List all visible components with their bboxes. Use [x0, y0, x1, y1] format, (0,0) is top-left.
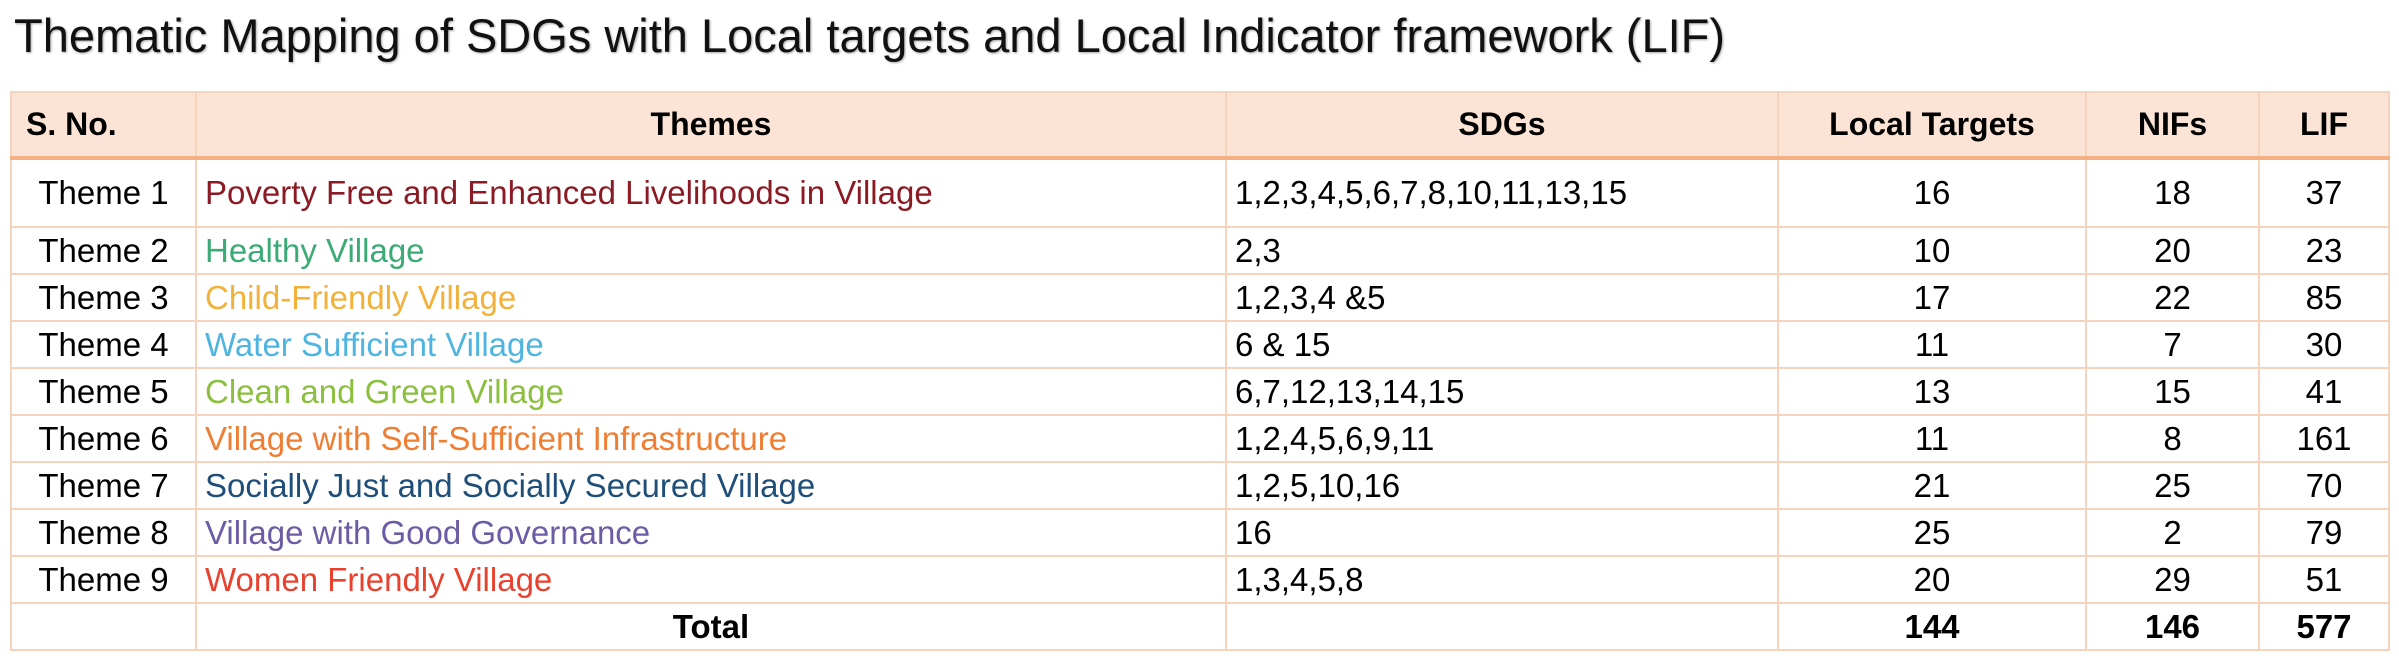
theme-number: Theme 7 — [10, 461, 197, 510]
lif-count: 161 — [2258, 414, 2390, 463]
table-row: Theme 8 Village with Good Governance 16 … — [10, 508, 2390, 557]
table-row: Theme 9 Women Friendly Village 1,3,4,5,8… — [10, 555, 2390, 604]
nifs-count: 20 — [2085, 226, 2260, 275]
theme-name: Women Friendly Village — [195, 555, 1227, 604]
theme-number: Theme 8 — [10, 508, 197, 557]
total-sdgs-empty-cell — [1225, 602, 1779, 651]
theme-number: Theme 5 — [10, 367, 197, 416]
local-targets-count: 21 — [1777, 461, 2087, 510]
table-row: Theme 2 Healthy Village 2,3 10 20 23 — [10, 226, 2390, 275]
sdg-list: 1,2,3,4,5,6,7,8,10,11,13,15 — [1225, 157, 1779, 228]
local-targets-count: 17 — [1777, 273, 2087, 322]
theme-name: Water Sufficient Village — [195, 320, 1227, 369]
total-row: Total 144 146 577 — [10, 602, 2390, 651]
sdg-list: 1,3,4,5,8 — [1225, 555, 1779, 604]
table-row: Theme 5 Clean and Green Village 6,7,12,1… — [10, 367, 2390, 416]
theme-name: Village with Self-Sufficient Infrastruct… — [195, 414, 1227, 463]
sdg-list: 1,2,4,5,6,9,11 — [1225, 414, 1779, 463]
theme-name: Village with Good Governance — [195, 508, 1227, 557]
table-row: Theme 3 Child-Friendly Village 1,2,3,4 &… — [10, 273, 2390, 322]
local-targets-count: 13 — [1777, 367, 2087, 416]
sdg-list: 1,2,5,10,16 — [1225, 461, 1779, 510]
sdg-mapping-table: S. No. Themes SDGs Local Targets NIFs LI… — [10, 91, 2390, 651]
page-title: Thematic Mapping of SDGs with Local targ… — [14, 9, 1726, 62]
nifs-count: 15 — [2085, 367, 2260, 416]
theme-number: Theme 9 — [10, 555, 197, 604]
lif-count: 41 — [2258, 367, 2390, 416]
header-row: S. No. Themes SDGs Local Targets NIFs LI… — [10, 91, 2390, 160]
sdg-list: 1,2,3,4 &5 — [1225, 273, 1779, 322]
local-targets-count: 25 — [1777, 508, 2087, 557]
theme-number: Theme 2 — [10, 226, 197, 275]
nifs-count: 8 — [2085, 414, 2260, 463]
local-targets-count: 20 — [1777, 555, 2087, 604]
sdg-list: 6 & 15 — [1225, 320, 1779, 369]
sdg-list: 2,3 — [1225, 226, 1779, 275]
nifs-count: 25 — [2085, 461, 2260, 510]
total-empty-cell — [10, 602, 197, 651]
lif-count: 79 — [2258, 508, 2390, 557]
theme-number: Theme 4 — [10, 320, 197, 369]
local-targets-count: 10 — [1777, 226, 2087, 275]
local-targets-count: 11 — [1777, 414, 2087, 463]
theme-name: Socially Just and Socially Secured Villa… — [195, 461, 1227, 510]
lif-count: 37 — [2258, 157, 2390, 228]
header-lif: LIF — [2258, 91, 2390, 160]
theme-name: Clean and Green Village — [195, 367, 1227, 416]
theme-number: Theme 1 — [10, 157, 197, 228]
table-row: Theme 6 Village with Self-Sufficient Inf… — [10, 414, 2390, 463]
table-row: Theme 1 Poverty Free and Enhanced Liveli… — [10, 157, 2390, 228]
header-sdgs: SDGs — [1225, 91, 1779, 160]
sdg-list: 6,7,12,13,14,15 — [1225, 367, 1779, 416]
lif-count: 51 — [2258, 555, 2390, 604]
table-row: Theme 4 Water Sufficient Village 6 & 15 … — [10, 320, 2390, 369]
total-nifs: 146 — [2085, 602, 2260, 651]
nifs-count: 29 — [2085, 555, 2260, 604]
total-lif: 577 — [2258, 602, 2390, 651]
total-label: Total — [195, 602, 1227, 651]
nifs-count: 22 — [2085, 273, 2260, 322]
theme-number: Theme 6 — [10, 414, 197, 463]
sdg-list: 16 — [1225, 508, 1779, 557]
header-nifs: NIFs — [2085, 91, 2260, 160]
header-themes: Themes — [195, 91, 1227, 160]
nifs-count: 2 — [2085, 508, 2260, 557]
nifs-count: 18 — [2085, 157, 2260, 228]
local-targets-count: 16 — [1777, 157, 2087, 228]
nifs-count: 7 — [2085, 320, 2260, 369]
lif-count: 23 — [2258, 226, 2390, 275]
lif-count: 30 — [2258, 320, 2390, 369]
table-row: Theme 7 Socially Just and Socially Secur… — [10, 461, 2390, 510]
lif-count: 85 — [2258, 273, 2390, 322]
header-local-targets: Local Targets — [1777, 91, 2087, 160]
header-sno: S. No. — [10, 91, 197, 160]
theme-number: Theme 3 — [10, 273, 197, 322]
theme-name: Poverty Free and Enhanced Livelihoods in… — [195, 157, 1227, 228]
theme-name: Healthy Village — [195, 226, 1227, 275]
total-local-targets: 144 — [1777, 602, 2087, 651]
local-targets-count: 11 — [1777, 320, 2087, 369]
lif-count: 70 — [2258, 461, 2390, 510]
theme-name: Child-Friendly Village — [195, 273, 1227, 322]
